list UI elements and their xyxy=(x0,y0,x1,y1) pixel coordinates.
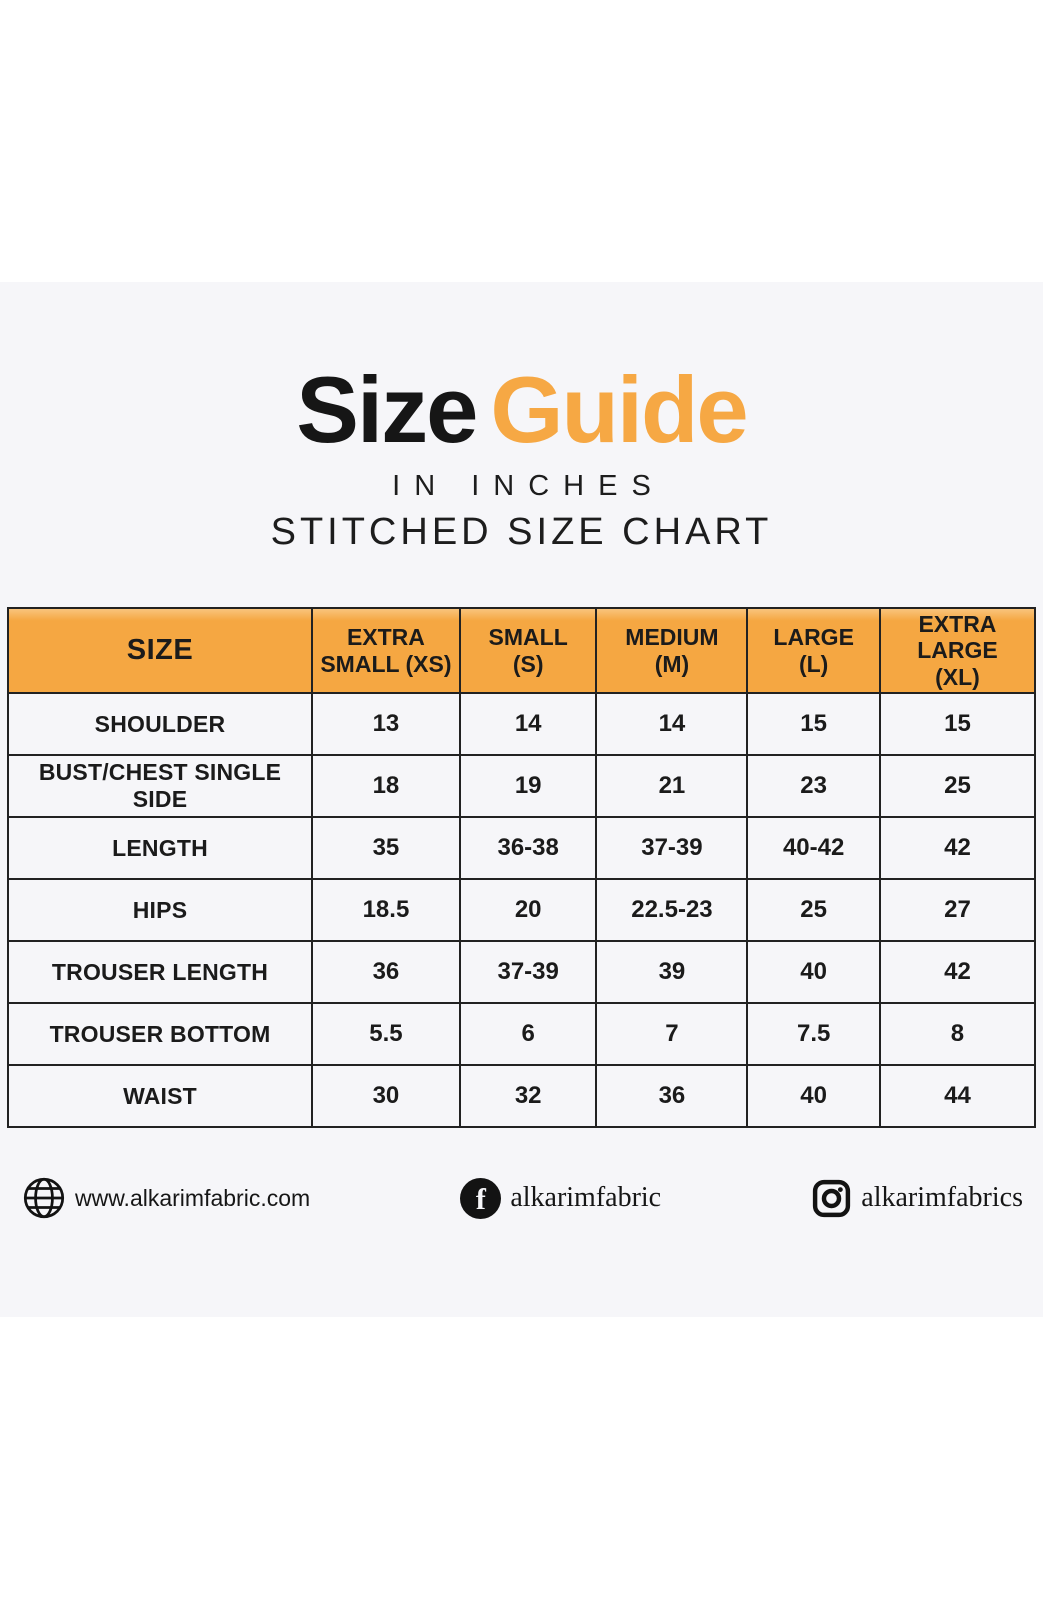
cell-value: 36 xyxy=(595,1064,749,1129)
instagram-icon xyxy=(811,1178,852,1219)
cell-value: 21 xyxy=(595,754,749,819)
cell-value: 18.5 xyxy=(311,878,461,943)
cell-value: 42 xyxy=(878,816,1037,881)
cell-value: 15 xyxy=(878,692,1037,757)
column-header: EXTRA LARGE (XL) xyxy=(878,606,1037,695)
size-chart-table: SIZE EXTRA SMALL (XS) SMALL (S) MEDIUM (M) L… xyxy=(7,606,1037,1129)
page-title: Size Guide xyxy=(0,282,1043,458)
table-row: TROUSER LENGTH 36 37-39 39 40 42 xyxy=(7,940,1037,1005)
cell-value: 44 xyxy=(878,1064,1037,1129)
table-row: HIPS 18.5 20 22.5-23 25 27 xyxy=(7,878,1037,943)
table-row: TROUSER BOTTOM 5.5 6 7 7.5 8 xyxy=(7,1002,1037,1067)
cell-value: 25 xyxy=(878,754,1037,819)
cell-value: 27 xyxy=(878,878,1037,943)
cell-value: 20 xyxy=(458,878,598,943)
row-label: LENGTH xyxy=(7,816,313,881)
subtitle-stitched-size-chart: STITCHED SIZE CHART xyxy=(270,510,773,553)
cell-value: 30 xyxy=(311,1064,461,1129)
cell-value: 25 xyxy=(746,878,881,943)
subtitle-in-inches: IN INCHES xyxy=(392,469,665,502)
website-url[interactable]: www.alkarimfabric.com xyxy=(75,1184,311,1211)
content-area: Size Guide IN INCHES STITCHED SIZE CHART … xyxy=(0,282,1043,1317)
table-row: BUST/CHEST SINGLE SIDE 18 19 21 23 25 xyxy=(7,754,1037,819)
facebook-icon: f xyxy=(460,1177,502,1219)
table-row: SHOULDER 13 14 14 15 15 xyxy=(7,692,1037,757)
cell-value: 40 xyxy=(746,940,881,1005)
cell-value: 32 xyxy=(458,1064,598,1129)
cell-value: 35 xyxy=(311,816,461,881)
cell-value: 14 xyxy=(458,692,598,757)
top-margin-band xyxy=(0,0,1043,282)
footer-website: www.alkarimfabric.com xyxy=(22,1176,310,1220)
column-header: EXTRA SMALL (XS) xyxy=(311,606,461,695)
cell-value: 6 xyxy=(458,1002,598,1067)
cell-value: 40-42 xyxy=(746,816,881,881)
cell-value: 8 xyxy=(878,1002,1037,1067)
cell-value: 7 xyxy=(595,1002,749,1067)
cell-value: 15 xyxy=(746,692,881,757)
cell-value: 7.5 xyxy=(746,1002,881,1067)
table-row: WAIST 30 32 36 40 44 xyxy=(7,1064,1037,1129)
table-header-row: SIZE EXTRA SMALL (XS) SMALL (S) MEDIUM (M) L… xyxy=(7,606,1037,695)
cell-value: 5.5 xyxy=(311,1002,461,1067)
column-header: MEDIUM (M) xyxy=(595,606,749,695)
cell-value: 18 xyxy=(311,754,461,819)
cell-value: 13 xyxy=(311,692,461,757)
cell-value: 36 xyxy=(311,940,461,1005)
cell-value: 39 xyxy=(595,940,749,1005)
cell-value: 22.5-23 xyxy=(595,878,749,943)
row-label: WAIST xyxy=(7,1064,313,1129)
table-body: SHOULDER 13 14 14 15 15 BUST/CHEST SINGLE SIDE… xyxy=(7,692,1037,1129)
cell-value: 37-39 xyxy=(595,816,749,881)
table-row: LENGTH 35 36-38 37-39 40-42 42 xyxy=(7,816,1037,881)
bottom-margin-band xyxy=(0,1317,1043,1600)
column-header: LARGE (L) xyxy=(746,606,881,695)
row-label: BUST/CHEST SINGLE SIDE xyxy=(7,754,313,819)
facebook-handle[interactable]: alkarimfabric xyxy=(510,1182,662,1214)
column-header-size: SIZE xyxy=(7,606,313,695)
cell-value: 42 xyxy=(878,940,1037,1005)
footer: www.alkarimfabric.com f alkarimfabric al… xyxy=(0,1176,1043,1220)
row-label: SHOULDER xyxy=(7,692,313,757)
row-label: TROUSER BOTTOM xyxy=(7,1002,313,1067)
column-header: SMALL (S) xyxy=(458,606,598,695)
title-word-guide: Guide xyxy=(490,357,748,462)
cell-value: 19 xyxy=(458,754,598,819)
footer-facebook: f alkarimfabric xyxy=(460,1177,662,1219)
cell-value: 40 xyxy=(746,1064,881,1129)
cell-value: 36-38 xyxy=(458,816,598,881)
row-label: TROUSER LENGTH xyxy=(7,940,313,1005)
title-word-size: Size xyxy=(296,357,478,462)
globe-icon xyxy=(22,1176,66,1220)
footer-instagram: alkarimfabrics xyxy=(811,1178,1023,1219)
cell-value: 23 xyxy=(746,754,881,819)
instagram-handle[interactable]: alkarimfabrics xyxy=(861,1182,1023,1214)
cell-value: 37-39 xyxy=(458,940,598,1005)
cell-value: 14 xyxy=(595,692,749,757)
row-label: HIPS xyxy=(7,878,313,943)
